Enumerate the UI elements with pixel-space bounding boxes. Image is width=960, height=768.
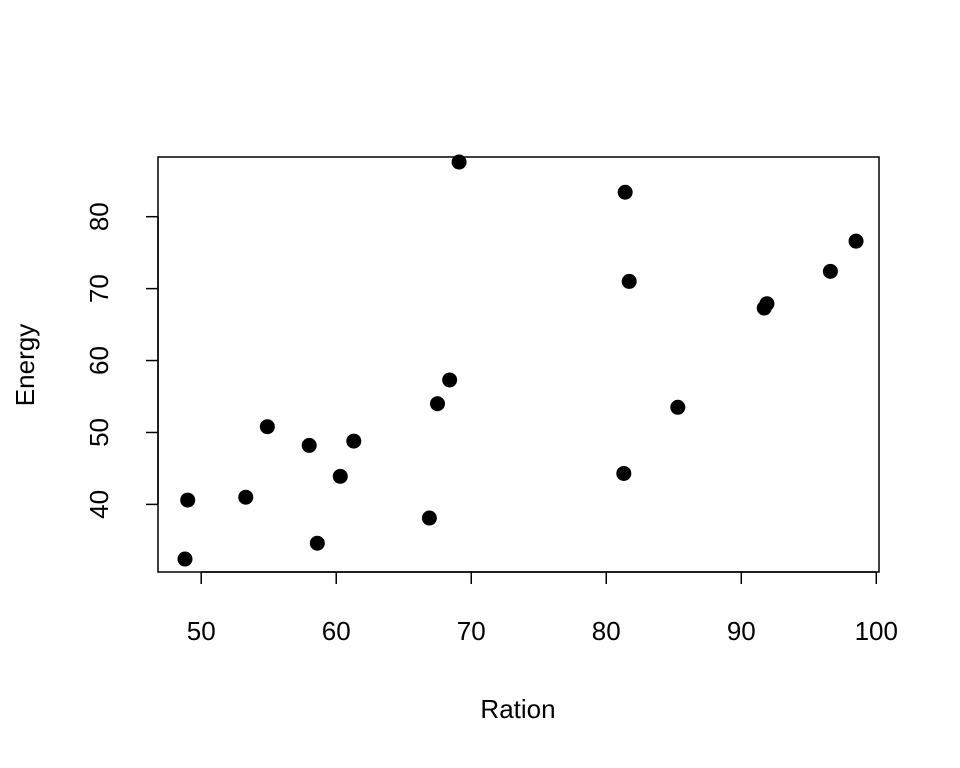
x-axis-title: Ration [480, 694, 555, 724]
data-point [848, 233, 864, 249]
x-tick-label: 50 [187, 616, 216, 646]
data-point [238, 489, 254, 505]
x-tick-label: 90 [727, 616, 756, 646]
x-tick-label: 70 [457, 616, 486, 646]
x-axis: 50 60 70 80 90 100 [187, 571, 898, 646]
x-tick-label: 80 [592, 616, 621, 646]
data-point [442, 372, 458, 388]
data-point [346, 433, 362, 449]
y-tick-label: 40 [84, 490, 114, 519]
y-tick-label: 70 [84, 274, 114, 303]
data-point [180, 492, 196, 508]
data-point [451, 154, 467, 170]
x-tick-label: 60 [322, 616, 351, 646]
data-point [421, 510, 437, 526]
data-point [177, 551, 193, 567]
data-point [670, 399, 686, 415]
data-point [259, 419, 275, 435]
data-points [177, 154, 864, 567]
data-point [309, 535, 325, 551]
data-point [616, 465, 632, 481]
data-point [429, 396, 445, 412]
data-point [621, 273, 637, 289]
y-axis: 40 50 60 70 80 [84, 202, 159, 519]
data-point [332, 468, 348, 484]
y-tick-label: 60 [84, 346, 114, 375]
data-point [822, 263, 838, 279]
data-point [759, 296, 775, 312]
y-axis-title: Energy [10, 324, 40, 406]
plot-frame [157, 156, 880, 573]
data-point [301, 437, 317, 453]
x-tick-label: 100 [855, 616, 898, 646]
y-tick-label: 80 [84, 202, 114, 231]
y-tick-label: 50 [84, 418, 114, 447]
data-point [617, 184, 633, 200]
